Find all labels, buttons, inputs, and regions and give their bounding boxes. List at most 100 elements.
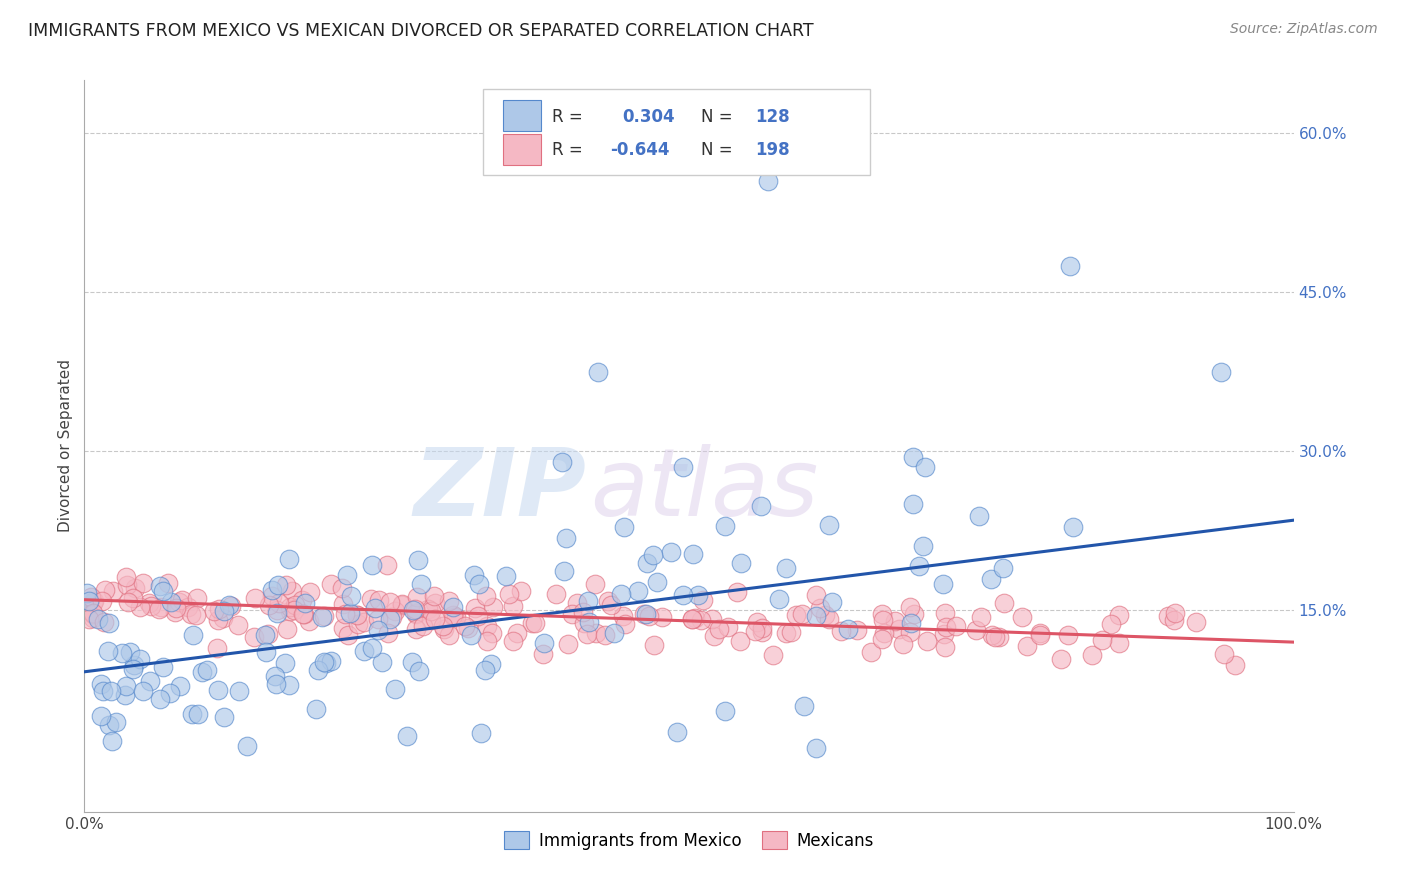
Point: [531, 647, 554, 661]
Point: [346, 608, 368, 623]
Point: [645, 575, 668, 590]
Point: [681, 612, 703, 626]
Point: [312, 608, 335, 623]
Point: [278, 600, 301, 615]
Point: [873, 626, 896, 640]
Point: [898, 624, 921, 639]
Point: [441, 599, 464, 614]
Text: N =: N =: [702, 108, 733, 126]
Point: [433, 622, 456, 636]
Point: [544, 586, 567, 600]
Point: [371, 655, 394, 669]
Point: [945, 619, 967, 633]
Point: [901, 497, 924, 511]
Point: [211, 611, 233, 625]
Legend: Immigrants from Mexico, Mexicans: Immigrants from Mexico, Mexicans: [495, 823, 883, 858]
Point: [554, 531, 576, 545]
Point: [375, 558, 398, 572]
Point: [1059, 259, 1081, 273]
Point: [756, 174, 779, 188]
Point: [437, 594, 460, 608]
Point: [91, 683, 114, 698]
Point: [523, 615, 546, 630]
Point: [1091, 632, 1114, 647]
Point: [384, 681, 406, 696]
FancyBboxPatch shape: [503, 135, 541, 165]
Point: [714, 704, 737, 718]
Point: [837, 622, 859, 636]
Point: [1049, 652, 1071, 666]
Point: [870, 632, 893, 647]
Point: [804, 589, 827, 603]
Point: [159, 595, 181, 609]
Point: [830, 624, 852, 639]
Point: [243, 630, 266, 644]
Point: [273, 656, 295, 670]
Text: R =: R =: [553, 108, 583, 126]
Point: [1184, 615, 1206, 630]
Point: [683, 611, 706, 625]
Point: [128, 599, 150, 614]
Point: [159, 685, 181, 699]
Point: [82, 594, 104, 608]
Point: [588, 365, 610, 379]
Point: [444, 609, 467, 624]
Point: [191, 665, 214, 680]
Point: [408, 553, 430, 567]
Point: [94, 582, 117, 597]
Point: [391, 598, 413, 612]
Point: [1164, 607, 1187, 621]
Point: [935, 620, 957, 634]
Point: [259, 598, 281, 612]
Point: [510, 583, 533, 598]
Y-axis label: Divorced or Separated: Divorced or Separated: [58, 359, 73, 533]
Text: 198: 198: [755, 141, 790, 159]
Point: [332, 598, 354, 612]
Point: [1108, 636, 1130, 650]
Point: [915, 634, 938, 648]
Point: [82, 607, 104, 621]
Point: [745, 615, 768, 629]
Point: [353, 644, 375, 658]
Point: [682, 547, 704, 561]
Point: [681, 612, 703, 626]
Point: [169, 680, 191, 694]
Point: [818, 517, 841, 532]
Point: [441, 608, 464, 623]
Point: [165, 605, 187, 619]
Point: [474, 663, 496, 677]
Point: [97, 718, 120, 732]
Point: [993, 561, 1015, 575]
Text: atlas: atlas: [589, 444, 818, 535]
Point: [90, 709, 112, 723]
Point: [423, 612, 446, 626]
Point: [157, 576, 180, 591]
Point: [900, 616, 922, 631]
Point: [1209, 365, 1232, 379]
Point: [785, 608, 807, 623]
Point: [319, 654, 342, 668]
Point: [775, 561, 797, 575]
Point: [124, 582, 146, 596]
Point: [218, 598, 240, 612]
Point: [149, 692, 172, 706]
Point: [405, 606, 427, 620]
Point: [692, 593, 714, 607]
Point: [717, 619, 740, 633]
Point: [1223, 658, 1246, 673]
Point: [122, 662, 145, 676]
Point: [572, 605, 595, 619]
Point: [903, 607, 925, 622]
Point: [966, 624, 988, 638]
Point: [603, 626, 626, 640]
Point: [186, 607, 208, 622]
Point: [820, 595, 842, 609]
Point: [207, 682, 229, 697]
Point: [643, 638, 665, 652]
Point: [80, 590, 103, 604]
Point: [284, 598, 307, 612]
Point: [495, 569, 517, 583]
Point: [967, 508, 990, 523]
Point: [307, 664, 329, 678]
Point: [91, 593, 114, 607]
